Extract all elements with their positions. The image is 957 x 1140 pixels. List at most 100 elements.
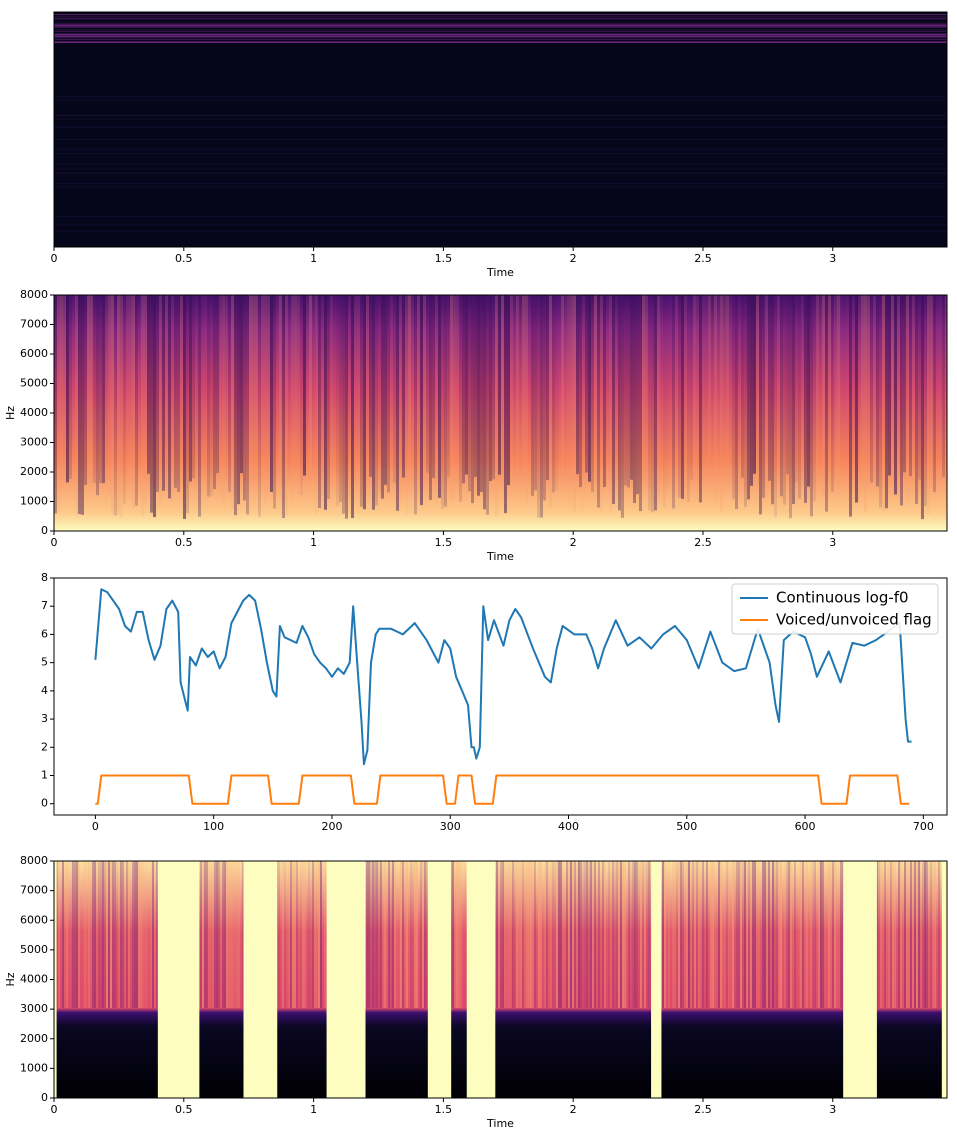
spectrogram-stripe bbox=[774, 295, 777, 517]
spectrogram-stripe bbox=[240, 861, 242, 1008]
spectrogram-band bbox=[54, 36, 947, 38]
spectrogram-stripe bbox=[462, 861, 464, 1008]
spectrogram-stripe bbox=[58, 861, 60, 1008]
spectrogram-stripe bbox=[822, 861, 824, 1008]
spectrogram-stripe bbox=[450, 295, 453, 501]
spectrogram-stripe bbox=[588, 295, 591, 482]
spectrogram-stripe bbox=[520, 861, 522, 1008]
spectrogram-stripe bbox=[622, 861, 624, 1008]
spectrogram-band bbox=[54, 114, 947, 116]
spectrogram-stripe bbox=[636, 295, 639, 495]
spectrogram-stripe bbox=[556, 861, 558, 1008]
spectrogram-stripe bbox=[399, 295, 402, 505]
spectrogram-stripe bbox=[886, 861, 888, 1008]
spectrogram-stripe bbox=[888, 295, 891, 476]
spectrogram-stripe bbox=[898, 861, 900, 1008]
spectrogram-stripe bbox=[150, 295, 153, 513]
spectrogram-stripe bbox=[630, 295, 633, 480]
spectrogram-stripe bbox=[480, 295, 483, 493]
spectrogram-stripe bbox=[735, 295, 738, 510]
spectrogram-stripe bbox=[640, 861, 642, 1008]
spectrogram-stripe bbox=[270, 295, 273, 492]
spectrogram-stripe bbox=[280, 861, 282, 1008]
spectrogram-stripe bbox=[678, 861, 680, 1008]
legend: Continuous log-f0 Voiced/unvoiced flag bbox=[731, 583, 939, 635]
spectrogram-stripe bbox=[306, 295, 309, 487]
spectrogram-band bbox=[54, 30, 947, 32]
spectrogram-band bbox=[54, 15, 947, 17]
axes-frame bbox=[53, 577, 948, 816]
y-tick-label: 4000 bbox=[20, 973, 48, 986]
spectrogram-stripe bbox=[459, 295, 462, 502]
spectrogram-stripe bbox=[873, 295, 876, 479]
spectrogram-stripe bbox=[249, 295, 252, 479]
spectrogram-stripe bbox=[183, 295, 186, 519]
spectrogram-stripe bbox=[778, 861, 780, 1008]
x-tick-label: 2 bbox=[570, 1103, 577, 1116]
spectrogram-stripe bbox=[788, 861, 790, 1008]
spectrogram-stripe bbox=[628, 861, 630, 1008]
spectrogram-stripe bbox=[712, 861, 714, 1008]
spectrogram-stripe bbox=[812, 861, 814, 1008]
spectrogram-stripe bbox=[558, 861, 560, 1008]
spectrogram-stripe bbox=[220, 861, 222, 1008]
spectrogram-stripe bbox=[452, 861, 454, 1008]
spectrogram-stripe bbox=[585, 295, 588, 473]
spectrogram-stripe bbox=[406, 861, 408, 1008]
spectrogram-stripe bbox=[392, 861, 394, 1008]
spectrogram-band bbox=[54, 41, 947, 43]
spectrogram-stripe bbox=[720, 295, 723, 512]
spectrogram-band bbox=[54, 33, 947, 35]
spectrogram-stripe bbox=[246, 295, 249, 515]
spectrogram-stripe bbox=[213, 295, 216, 490]
y-tick-label: 0 bbox=[41, 797, 48, 810]
spectrogram-stripe bbox=[351, 295, 354, 519]
spectrogram-stripe bbox=[512, 861, 514, 1008]
spectrogram-band bbox=[54, 38, 947, 40]
spectrogram-stripe bbox=[741, 295, 744, 478]
spectrogram-stripe bbox=[189, 295, 192, 482]
spectrogram-stripe bbox=[152, 861, 154, 1008]
spectrogram-stripe bbox=[718, 861, 720, 1008]
spectrogram-stripe bbox=[770, 861, 772, 1008]
spectrogram-stripe bbox=[564, 295, 567, 489]
spectrogram-stripe bbox=[146, 861, 148, 1008]
y-tick-label: 6000 bbox=[20, 913, 48, 926]
spectrogram-stripe bbox=[849, 295, 852, 517]
spectrogram-stripe bbox=[742, 861, 744, 1008]
spectrogram-stripe bbox=[126, 861, 128, 1008]
axes-frame bbox=[53, 11, 948, 248]
spectrogram-stripe bbox=[363, 295, 366, 510]
spectrogram-stripe bbox=[800, 861, 802, 1008]
spectrogram-band bbox=[54, 33, 947, 35]
spectrogram-stripe bbox=[212, 861, 214, 1008]
spectrogram-stripe bbox=[906, 861, 908, 1008]
spectrogram-stripe bbox=[171, 295, 174, 502]
x-tick-label: 1.5 bbox=[435, 1103, 453, 1116]
spectrogram-stripe bbox=[324, 295, 327, 510]
spectrogram-stripe bbox=[706, 861, 708, 1008]
spectrogram-stripe bbox=[672, 295, 675, 509]
spectrogram-stripe bbox=[932, 861, 934, 1008]
spectrogram-stripe bbox=[924, 295, 927, 507]
spectrogram-stripe bbox=[746, 861, 748, 1008]
spectrogram-stripe bbox=[288, 861, 290, 1008]
spectrogram-stripe bbox=[768, 295, 771, 481]
spectrogram-stripe bbox=[69, 295, 72, 479]
spectrogram-stripe bbox=[135, 295, 138, 506]
spectrogram-stripe bbox=[900, 861, 902, 1008]
spectrogram-stripe bbox=[642, 861, 644, 1008]
spectrogram-band bbox=[54, 153, 947, 155]
spectrogram-stripe bbox=[165, 295, 168, 492]
spectrogram-stripe bbox=[390, 861, 392, 1008]
spectrogram-stripe bbox=[825, 295, 828, 512]
spectrogram-stripe bbox=[662, 861, 664, 1008]
x-tick-label: 0.5 bbox=[175, 1103, 193, 1116]
spectrogram-band bbox=[54, 186, 947, 188]
spectrogram-stripe bbox=[102, 295, 105, 484]
spectrogram-band bbox=[54, 34, 947, 36]
spectrogram-stripe bbox=[444, 295, 447, 507]
spectrogram-stripe bbox=[420, 295, 423, 506]
spectrogram-stripe bbox=[123, 295, 126, 505]
spectrogram bbox=[54, 861, 948, 1098]
